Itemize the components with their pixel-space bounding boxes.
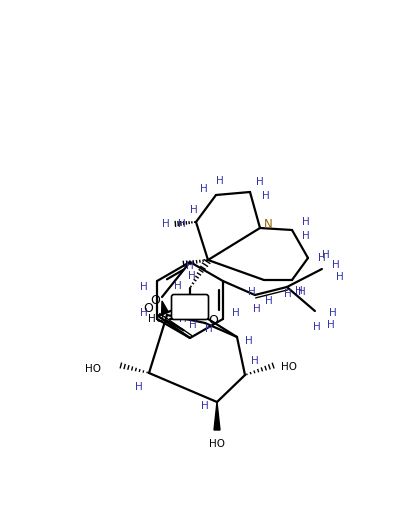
Text: H: H	[186, 261, 194, 271]
Text: H: H	[248, 287, 256, 297]
FancyBboxPatch shape	[171, 295, 208, 319]
Text: H: H	[162, 219, 170, 229]
Text: H: H	[232, 308, 240, 318]
Text: H: H	[256, 177, 264, 187]
Text: H: H	[302, 217, 310, 227]
Text: H: H	[329, 308, 337, 318]
Text: H: H	[190, 205, 198, 215]
Text: Abs: Abs	[180, 301, 199, 311]
Text: H: H	[140, 308, 148, 318]
Polygon shape	[162, 301, 168, 314]
Text: HO: HO	[85, 364, 101, 374]
Text: H: H	[216, 176, 224, 186]
Text: O: O	[208, 314, 218, 327]
Text: HO: HO	[148, 314, 164, 324]
Text: H: H	[200, 184, 208, 194]
Text: H: H	[174, 281, 182, 291]
Text: H: H	[245, 336, 253, 346]
Text: H: H	[189, 320, 197, 330]
Text: H: H	[251, 356, 259, 366]
Text: H: H	[135, 382, 143, 392]
Text: O: O	[150, 294, 160, 307]
Text: HO: HO	[209, 439, 225, 449]
Text: H: H	[188, 271, 196, 281]
Text: H: H	[336, 272, 344, 282]
Text: H: H	[298, 287, 306, 297]
Text: O: O	[143, 301, 153, 314]
Text: H: H	[178, 219, 186, 229]
Text: HO: HO	[281, 362, 297, 372]
Text: H: H	[332, 260, 340, 270]
Text: H: H	[253, 304, 261, 314]
Text: H: H	[318, 253, 326, 263]
Text: H: H	[313, 322, 321, 332]
Text: H: H	[327, 320, 335, 330]
Text: H: H	[205, 324, 213, 334]
Text: H: H	[295, 286, 303, 296]
Text: H: H	[284, 289, 292, 299]
Text: H: H	[179, 314, 187, 324]
Text: H: H	[322, 250, 330, 260]
Polygon shape	[214, 402, 220, 430]
Text: H: H	[140, 282, 148, 292]
Text: H: H	[201, 401, 209, 411]
Text: H: H	[262, 191, 270, 201]
Text: H: H	[265, 296, 273, 306]
Text: N: N	[264, 218, 272, 231]
Text: H: H	[302, 231, 310, 241]
